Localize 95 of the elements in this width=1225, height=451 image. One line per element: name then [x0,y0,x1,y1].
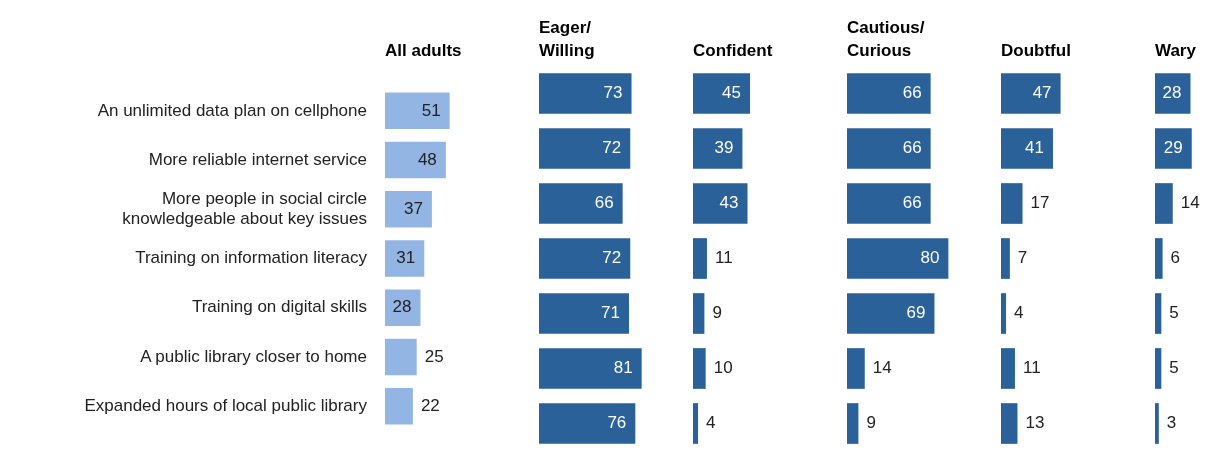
bar [1155,238,1163,279]
bar [1001,238,1010,279]
data-label: 66 [902,193,922,213]
data-label: 13 [1025,413,1045,433]
data-label: 5 [1169,358,1179,378]
bar [847,128,931,169]
chart-title: All adults [385,40,463,62]
data-label: 7 [1017,248,1028,268]
bar [539,73,632,114]
bar [385,141,446,179]
bar [1155,403,1159,444]
data-label: 31 [396,248,416,268]
data-label: 11 [714,248,733,268]
bar [847,238,949,279]
data-label: 71 [601,303,620,323]
data-label: 28 [1162,83,1182,103]
bar [1155,348,1162,389]
data-label: 39 [714,138,734,158]
bar [385,387,413,425]
bar [539,183,623,224]
bar [1001,403,1018,444]
bar [693,293,705,334]
data-label: 73 [603,83,623,103]
data-label: 66 [902,138,922,158]
bar [1155,128,1192,169]
bar [693,348,706,389]
bar [1001,293,1007,334]
y-tick-label: An unlimited data plan on cellphone [97,100,367,120]
data-label: 72 [602,248,622,268]
bar [847,183,931,224]
data-label: 76 [607,413,627,433]
y-tick-label: A public library closer to home [140,346,367,366]
chart-title: Eager/ Willing [539,17,596,62]
bar [1001,73,1061,114]
data-label: 48 [417,149,437,169]
data-label: 66 [902,83,922,103]
data-label: 47 [1032,83,1052,103]
data-label: 51 [421,100,441,120]
bar [385,92,450,130]
data-label: 80 [920,248,940,268]
data-label: 43 [719,193,739,213]
bar [693,183,748,224]
data-label: 6 [1170,248,1181,268]
bar [539,348,642,389]
bar [539,293,629,334]
bar [1001,128,1053,169]
bar [539,238,631,279]
y-tick-label: Expanded hours of local public library [84,395,368,415]
data-label: 28 [392,297,412,317]
bar [847,293,935,334]
bar [539,403,636,444]
bar [693,73,751,114]
data-label: 41 [1025,138,1044,158]
bar [693,238,707,279]
chart-title: Doubtful [1001,40,1072,62]
y-tick-label: More people in social circle knowledgeable about key issues [122,188,367,229]
data-label: 25 [424,346,444,366]
data-label: 4 [1014,303,1024,323]
chart-title: Cautious/ Curious [847,17,926,62]
data-label: 66 [594,193,614,213]
bar [847,403,859,444]
bar [385,240,425,277]
y-tick-label: More reliable internet service [148,149,367,169]
bar [385,191,432,228]
y-tick-label: Training on digital skills [191,297,367,317]
bar [1155,183,1173,224]
data-label: 81 [613,358,633,378]
bar [1155,293,1162,334]
bar [539,128,631,169]
bar [1001,183,1023,224]
bar [693,403,699,444]
data-label: 10 [713,358,733,378]
bar [385,338,417,376]
data-label: 17 [1030,193,1050,213]
y-tick-label: Training on information literacy [135,248,368,268]
data-label: 45 [722,83,742,103]
bar [847,348,865,389]
data-label: 5 [1169,303,1179,323]
chart-title: Confident [693,40,774,62]
chart-title: Wary [1155,40,1197,62]
bar [847,73,931,114]
data-label: 72 [602,138,622,158]
data-label: 29 [1163,138,1183,158]
data-label: 4 [706,413,716,433]
data-label: 22 [420,395,440,415]
data-label: 14 [872,358,892,378]
data-label: 3 [1166,413,1177,433]
bar [693,128,743,169]
bar [1001,348,1015,389]
data-label: 37 [403,198,423,218]
data-label: 14 [1180,193,1200,213]
data-label: 9 [866,413,876,433]
data-label: 11 [1022,358,1041,378]
data-label: 69 [906,303,926,323]
data-label: 9 [712,303,722,323]
